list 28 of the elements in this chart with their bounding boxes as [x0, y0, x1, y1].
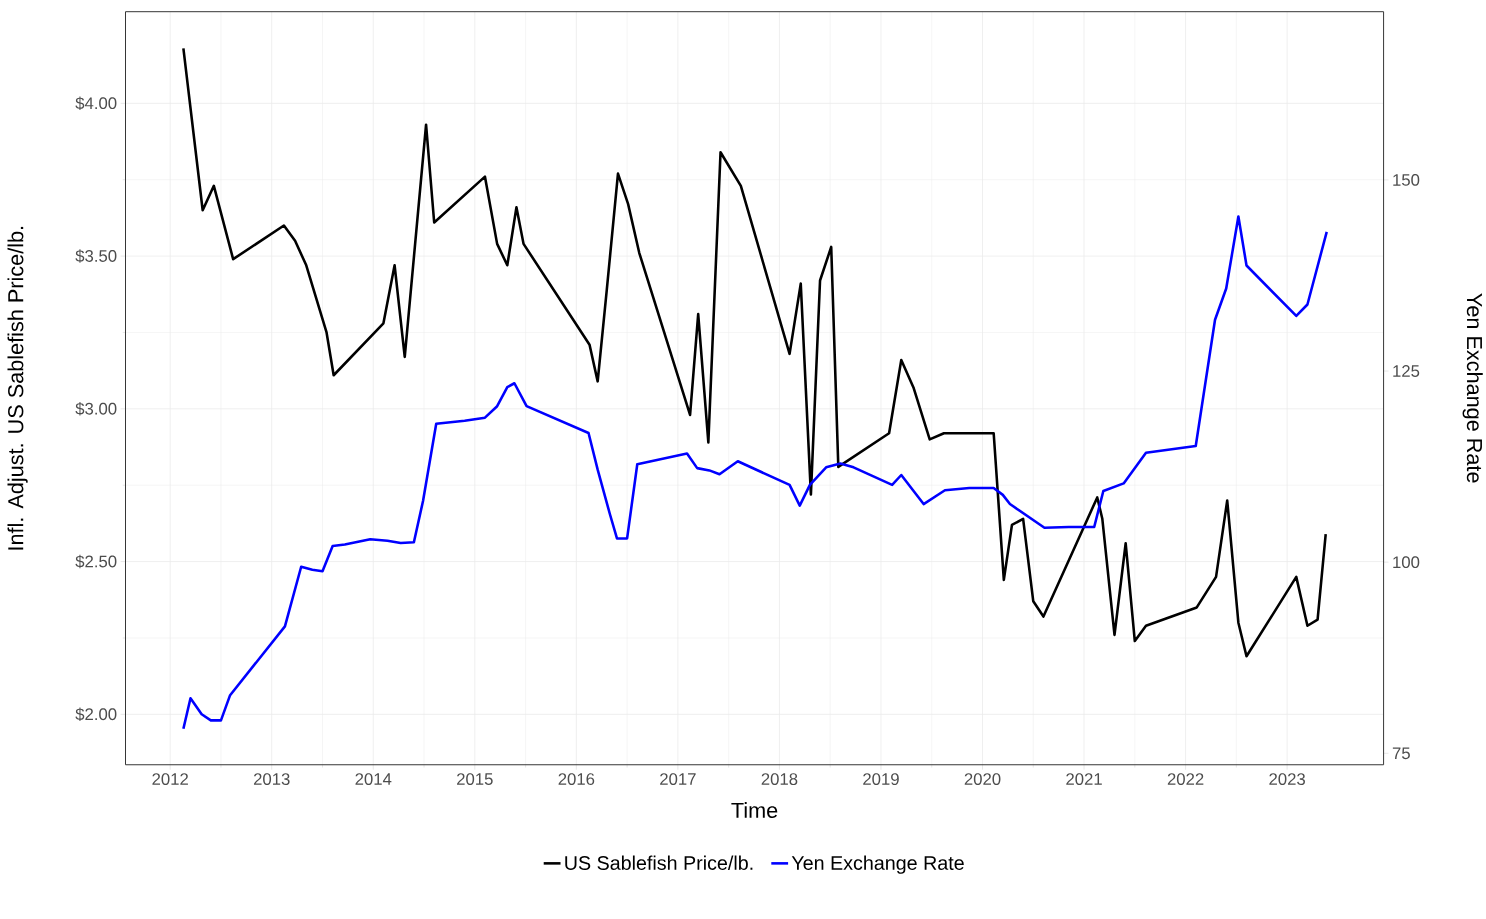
x-tick-label: 2017 — [660, 773, 696, 786]
y-tick-label: $3.50 — [75, 249, 117, 263]
y-tick-label: $3.00 — [75, 402, 117, 416]
y-axis-title: Infl. Adjust. US Sablefish Price/lb. — [7, 226, 28, 550]
x-tick-label: 2012 — [152, 773, 188, 786]
y-tick-label: $2.00 — [75, 707, 117, 722]
x-tick-label: 2016 — [558, 773, 595, 786]
x-tick-label: 2023 — [1269, 773, 1305, 786]
line-series — [182, 47, 1327, 658]
line-series — [182, 215, 1329, 731]
y-tick-label: $2.50 — [75, 554, 117, 569]
legend-label: US Sablefish Price/lb. — [565, 855, 753, 870]
y2-tick-label: 150 — [1393, 173, 1420, 186]
x-tick-label: 2019 — [863, 773, 899, 786]
y-tick-label: $4.00 — [75, 96, 117, 111]
x-tick-label: 2021 — [1066, 773, 1102, 786]
y2-tick-label: 125 — [1393, 365, 1420, 377]
x-tick-label: 2013 — [253, 773, 290, 786]
y2-tick-label: 100 — [1393, 556, 1420, 569]
x-tick-label: 2020 — [964, 773, 1001, 786]
y2-tick-label: 75 — [1392, 747, 1410, 760]
x-tick-label: 2018 — [761, 773, 798, 786]
y2-axis-title: Yen Exchange Rate — [1462, 293, 1483, 483]
x-tick-label: 2015 — [457, 773, 493, 786]
x-tick-label: 2022 — [1167, 773, 1204, 786]
x-tick-label: 2014 — [355, 773, 392, 786]
x-axis-title: Time — [731, 802, 778, 819]
legend-label: Yen Exchange Rate — [791, 855, 964, 874]
